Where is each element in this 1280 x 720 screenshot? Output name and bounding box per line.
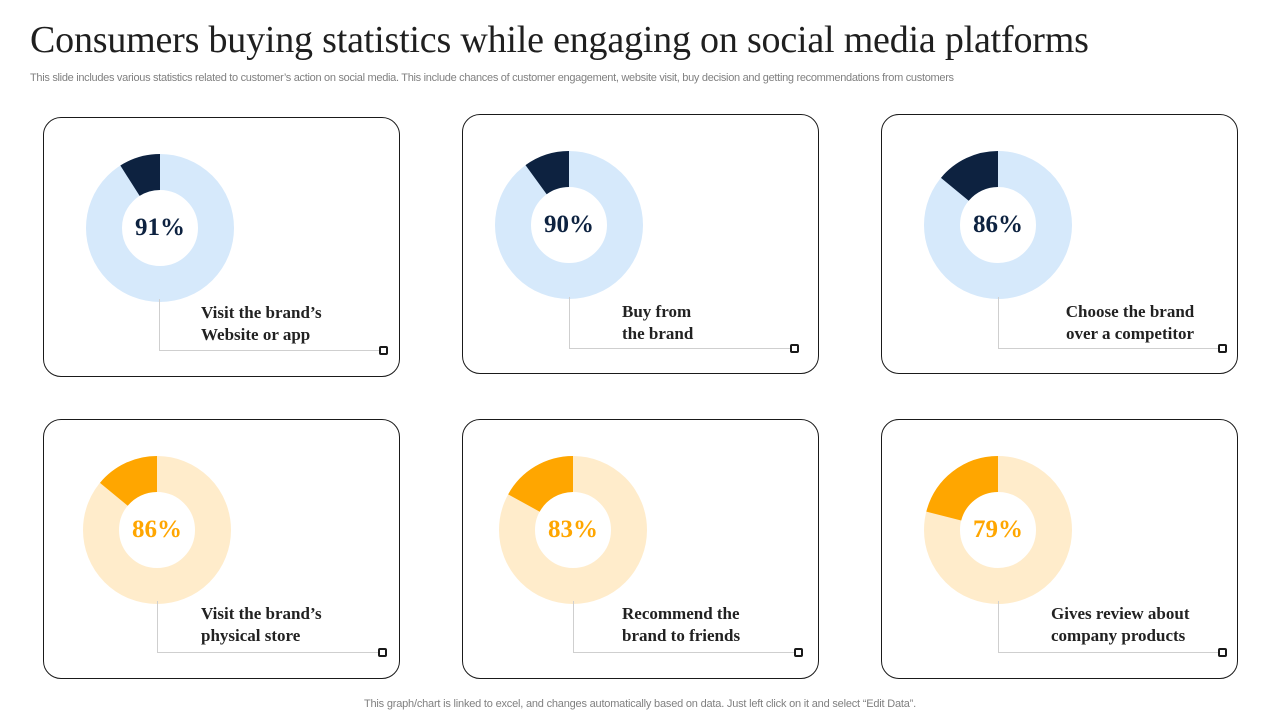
donut-chart[interactable]: 86%	[77, 450, 237, 610]
stat-label-line: Visit the brand’s	[201, 303, 322, 322]
handle-square-icon	[1218, 648, 1227, 657]
connector-horizontal-line	[573, 652, 797, 653]
connector-horizontal-line	[998, 652, 1219, 653]
connector-vertical-line	[998, 297, 999, 349]
stat-label: Recommend the brand to friends	[622, 603, 740, 647]
stat-label-line: Visit the brand’s	[201, 604, 322, 623]
donut-remainder-segment	[525, 151, 570, 195]
stat-label: Choose the brand over a competitor	[1044, 301, 1216, 345]
stat-label-line: Recommend the	[622, 604, 740, 623]
donut-chart[interactable]: 91%	[80, 148, 240, 308]
stat-label-line: company products	[1051, 626, 1186, 645]
page-subtitle: This slide includes various statistics r…	[30, 72, 954, 84]
page-title: Consumers buying statistics while engagi…	[30, 19, 1089, 61]
donut-chart[interactable]: 79%	[918, 450, 1078, 610]
percentage-value: 91%	[135, 214, 185, 241]
donut-chart[interactable]: 90%	[489, 145, 649, 305]
stat-label-line: Website or app	[201, 325, 311, 344]
stat-card-physical-store: 86% Visit the brand’s physical store	[43, 419, 400, 679]
stat-card-website-visit: 91% Visit the brand’s Website or app	[43, 117, 400, 377]
percentage-value: 86%	[132, 516, 182, 543]
stat-label-line: Gives review about	[1051, 604, 1190, 623]
connector-vertical-line	[159, 299, 160, 351]
percentage-value: 86%	[973, 211, 1023, 238]
stat-label: Visit the brand’s physical store	[201, 603, 322, 647]
footer-note: This graph/chart is linked to excel, and…	[364, 698, 916, 710]
connector-vertical-line	[157, 601, 158, 653]
stat-label-line: the brand	[622, 324, 694, 343]
connector-horizontal-line	[569, 348, 790, 349]
stat-label: Visit the brand’s Website or app	[201, 302, 322, 346]
connector-horizontal-line	[998, 348, 1219, 349]
handle-square-icon	[790, 344, 799, 353]
handle-square-icon	[794, 648, 803, 657]
stat-label-line: physical store	[201, 626, 301, 645]
donut-chart[interactable]: 83%	[493, 450, 653, 610]
percentage-value: 90%	[544, 211, 594, 238]
donut-remainder-segment	[508, 456, 574, 513]
percentage-value: 79%	[973, 516, 1023, 543]
stat-card-buy: 90% Buy from the brand	[462, 114, 819, 374]
stat-label-line: Buy from	[622, 302, 692, 321]
donut-remainder-segment	[120, 154, 161, 197]
stat-card-review: 79% Gives review about company products	[881, 419, 1238, 679]
handle-square-icon	[1218, 344, 1227, 353]
stat-label-line: Choose the brand	[1065, 302, 1195, 321]
handle-square-icon	[378, 648, 387, 657]
donut-remainder-segment	[940, 151, 999, 202]
stat-label: Gives review about company products	[1051, 603, 1190, 647]
connector-vertical-line	[998, 601, 999, 653]
stat-card-recommend: 83% Recommend the brand to friends	[462, 419, 819, 679]
donut-chart[interactable]: 86%	[918, 145, 1078, 305]
stat-label-line: over a competitor	[1065, 324, 1195, 343]
stat-label: Buy from the brand	[622, 301, 693, 345]
donut-remainder-segment	[926, 456, 999, 522]
connector-horizontal-line	[157, 652, 380, 653]
connector-horizontal-line	[159, 350, 380, 351]
connector-vertical-line	[573, 601, 574, 653]
percentage-value: 83%	[548, 516, 598, 543]
stat-label-line: brand to friends	[622, 626, 741, 645]
connector-vertical-line	[569, 297, 570, 349]
stat-card-choose-brand: 86% Choose the brand over a competitor	[881, 114, 1238, 374]
handle-square-icon	[379, 346, 388, 355]
donut-remainder-segment	[99, 456, 158, 507]
